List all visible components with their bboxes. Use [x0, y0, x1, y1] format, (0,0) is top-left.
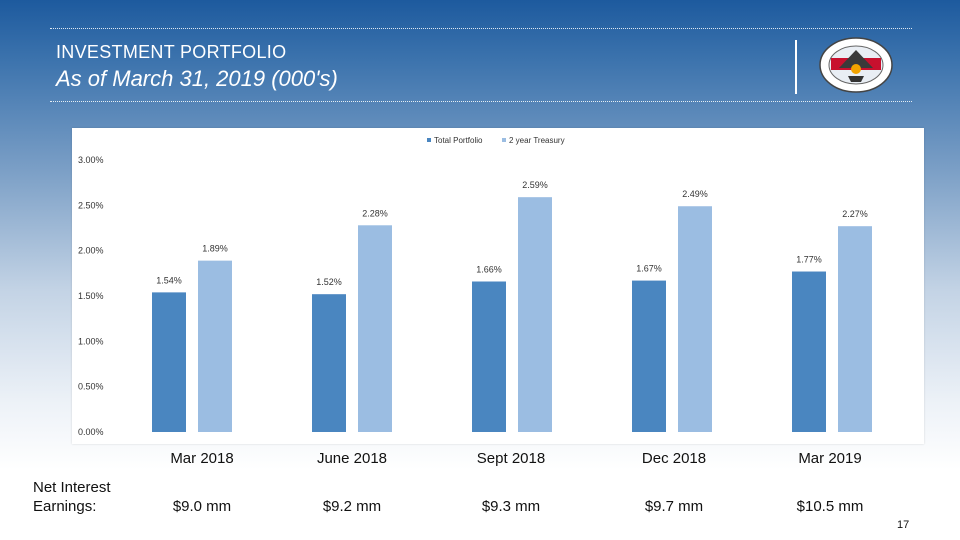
- category-label-mar-2018: Mar 2018: [170, 450, 234, 467]
- header-top-rule: [50, 28, 912, 29]
- bar-2-year-treasury-mar-2019: [838, 226, 872, 432]
- bar-2-year-treasury-june-2018: [358, 225, 392, 432]
- bar-total-portfolio-mar-2018: [152, 292, 186, 432]
- data-label-2-year-treasury-sept-2018: 2.59%: [522, 180, 548, 190]
- y-tick-label-2: 1.00%: [78, 336, 104, 346]
- bar-2-year-treasury-mar-2018: [198, 260, 232, 432]
- header-bottom-rule: [50, 101, 912, 102]
- chart-area: 0.00% 0.50% 1.00% 1.50% 2.00% 2.50% 3.00% 1.54%…: [72, 128, 924, 444]
- y-tick-label-3: 1.50%: [78, 291, 104, 301]
- page-number: 17: [897, 519, 910, 531]
- data-label-total-portfolio-mar-2018: 1.54%: [156, 275, 182, 285]
- y-tick-label-0: 0.00%: [78, 427, 104, 437]
- legend-swatch-2-year-treasury: [502, 138, 506, 142]
- page-subtitle: As of March 31, 2019 (000's): [56, 66, 338, 91]
- earnings-label: Net Interest Earnings:: [33, 478, 143, 516]
- legend-label-total-portfolio: Total Portfolio: [434, 136, 483, 145]
- y-tick-label-5: 2.50%: [78, 200, 104, 210]
- bar-total-portfolio-sept-2018: [472, 281, 506, 432]
- category-label-sept-2018: Sept 2018: [476, 450, 546, 467]
- bar-2-year-treasury-sept-2018: [518, 197, 552, 432]
- data-label-2-year-treasury-june-2018: 2.28%: [362, 208, 388, 218]
- bar-2-year-treasury-dec-2018: [678, 206, 712, 432]
- legend-label-2-year-treasury: 2 year Treasury: [509, 136, 565, 145]
- earnings-value-sept-2018: $9.3 mm: [481, 498, 541, 515]
- legend-swatch-total-portfolio: [427, 138, 431, 142]
- earnings-label-text: Net Interest Earnings:: [33, 479, 111, 515]
- earnings-value-june-2018: $9.2 mm: [322, 498, 382, 515]
- bar-total-portfolio-june-2018: [312, 294, 346, 432]
- data-label-total-portfolio-dec-2018: 1.67%: [636, 264, 662, 274]
- category-label-june-2018: June 2018: [316, 450, 388, 467]
- bar-total-portfolio-dec-2018: [632, 280, 666, 432]
- y-tick-label-1: 0.50%: [78, 382, 104, 392]
- bar-total-portfolio-mar-2019: [792, 271, 826, 432]
- data-label-2-year-treasury-mar-2019: 2.27%: [842, 209, 868, 219]
- page-title: INVESTMENT PORTFOLIO: [56, 42, 287, 62]
- data-label-total-portfolio-june-2018: 1.52%: [316, 277, 342, 287]
- data-label-total-portfolio-sept-2018: 1.66%: [476, 264, 502, 274]
- header-divider: [795, 40, 797, 94]
- data-label-2-year-treasury-dec-2018: 2.49%: [682, 189, 708, 199]
- y-tick-label-4: 2.00%: [78, 246, 104, 256]
- data-label-2-year-treasury-mar-2018: 1.89%: [202, 244, 228, 254]
- earnings-value-dec-2018: $9.7 mm: [644, 498, 704, 515]
- y-tick-label-6: 3.00%: [78, 155, 104, 165]
- data-label-total-portfolio-mar-2019: 1.77%: [796, 255, 822, 265]
- category-label-mar-2019: Mar 2019: [798, 450, 862, 467]
- bar-chart: 0.00% 0.50% 1.00% 1.50% 2.00% 2.50% 3.00% 1.54%…: [78, 136, 872, 437]
- category-label-dec-2018: Dec 2018: [641, 450, 707, 467]
- seal-logo: [817, 36, 895, 94]
- earnings-value-mar-2018: $9.0 mm: [172, 498, 232, 515]
- earnings-value-mar-2019: $10.5 mm: [796, 498, 864, 515]
